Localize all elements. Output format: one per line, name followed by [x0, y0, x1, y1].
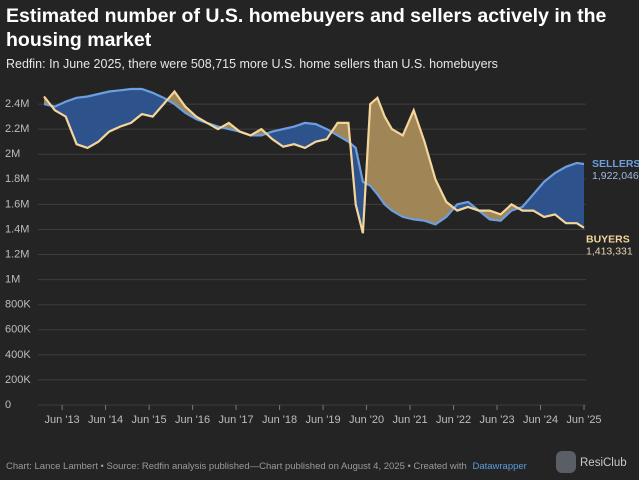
- x-tick-label: Jun '23: [479, 414, 514, 426]
- series-line: [43, 89, 585, 234]
- x-tick-label: Jun '22: [436, 414, 471, 426]
- x-tick-label: Jun '21: [392, 414, 427, 426]
- y-tick-label: 0: [5, 399, 11, 411]
- footer-link[interactable]: Datawrapper: [472, 461, 526, 472]
- series-line: [43, 87, 585, 226]
- y-tick-label: 600K: [5, 324, 31, 336]
- x-tick-label: Jun '18: [262, 414, 297, 426]
- footer: Chart: Lance Lambert • Source: Redfin an…: [6, 461, 527, 472]
- chart-title: Estimated number of U.S. homebuyers and …: [6, 5, 607, 51]
- gap-fill: [44, 89, 584, 234]
- x-tick-label: Jun '17: [219, 414, 254, 426]
- x-tick-label: Jun '13: [45, 414, 80, 426]
- chart-subtitle: Redfin: In June 2025, there were 508,715…: [6, 57, 498, 71]
- x-tick-label: Jun '24: [523, 414, 558, 426]
- footer-text: Chart: Lance Lambert • Source: Redfin an…: [6, 461, 467, 472]
- y-tick-label: 1.2M: [5, 248, 29, 260]
- x-tick-label: Jun '16: [175, 414, 210, 426]
- end-value-label: 1,922,046: [592, 170, 639, 182]
- series-label: SELLERS: [592, 158, 639, 170]
- y-tick-label: 1.8M: [5, 173, 29, 185]
- y-tick-label: 400K: [5, 349, 31, 361]
- logo-text: ResiClub: [580, 457, 627, 469]
- x-tick-label: Jun '20: [349, 414, 384, 426]
- x-tick-label: Jun '15: [132, 414, 167, 426]
- y-tick-label: 800K: [5, 299, 31, 311]
- y-tick-label: 1.6M: [5, 198, 29, 210]
- y-tick-label: 2.4M: [5, 98, 29, 110]
- x-tick-label: Jun '25: [566, 414, 601, 426]
- logo-icon: [556, 451, 576, 473]
- x-tick-label: Jun '14: [88, 414, 123, 426]
- y-tick-label: 1.4M: [5, 223, 29, 235]
- y-tick-label: 200K: [5, 374, 31, 386]
- series-label: BUYERS: [586, 234, 630, 246]
- end-value-label: 1,413,331: [586, 246, 633, 258]
- y-tick-label: 2.2M: [5, 123, 29, 135]
- x-tick-label: Jun '19: [305, 414, 340, 426]
- y-tick-label: 1M: [5, 274, 20, 286]
- y-tick-label: 2M: [5, 148, 20, 160]
- logo: ResiClub: [556, 451, 627, 473]
